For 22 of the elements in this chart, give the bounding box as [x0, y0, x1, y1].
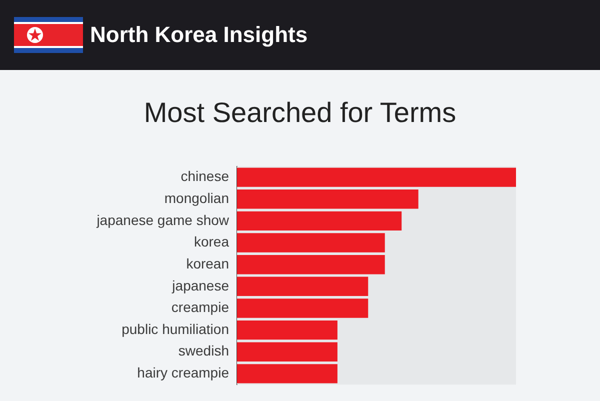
bar [237, 233, 385, 252]
bar [237, 320, 338, 340]
bar [237, 211, 402, 231]
chart-title: North Korea Insights [90, 21, 308, 49]
y-tick-label: chinese [180, 168, 230, 184]
y-tick-label: korean [186, 255, 229, 272]
y-tick-label: hairy creampie [137, 364, 230, 381]
bar [237, 254, 385, 274]
bar [237, 342, 338, 362]
y-tick-label: creampie [171, 299, 230, 316]
bar [237, 364, 338, 384]
y-tick-label: mongolian [164, 190, 229, 206]
y-tick-label: korea [194, 234, 230, 250]
bar [237, 168, 516, 187]
y-tick-label: japanese game show [96, 212, 230, 228]
bar [237, 276, 368, 296]
y-tick-label: swedish [178, 342, 229, 359]
bar [237, 190, 418, 209]
y-tick-label: japanese [171, 277, 230, 294]
y-tick-label: public humiliation [122, 320, 229, 337]
bar [237, 298, 368, 318]
chart-subtitle: Most Searched for Terms [142, 96, 458, 130]
